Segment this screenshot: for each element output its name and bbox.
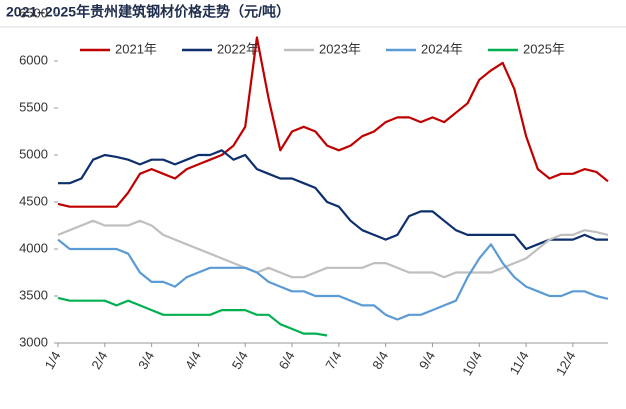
legend-label: 2022年 <box>217 41 259 56</box>
series-line <box>57 219 609 279</box>
y-tick-label: 6000 <box>19 52 48 67</box>
y-tick-label: 5500 <box>19 99 48 114</box>
y-tick-label: 3000 <box>19 334 48 349</box>
legend-label: 2023年 <box>319 41 361 56</box>
x-tick-label: 5/4 <box>229 349 251 372</box>
y-tick-label: 4500 <box>19 193 48 208</box>
x-tick-label: 4/4 <box>182 349 204 372</box>
x-tick-label: 11/4 <box>506 349 531 378</box>
series-line <box>57 296 328 337</box>
x-tick-label: 6/4 <box>276 349 298 372</box>
chart-title: 2021–2025年贵州建筑钢材价格走势（元/吨） <box>6 4 290 20</box>
x-tick-label: 1/4 <box>42 349 64 372</box>
legend-label: 2021年 <box>115 41 157 56</box>
x-tick-label: 2/4 <box>88 349 110 372</box>
x-tick-label: 10/4 <box>459 349 485 378</box>
x-tick-label: 3/4 <box>135 349 157 372</box>
x-tick-label: 12/4 <box>553 349 579 378</box>
series-line <box>57 36 609 208</box>
x-tick-label: 9/4 <box>416 349 438 372</box>
y-tick-label: 4000 <box>19 240 48 255</box>
y-tick-label: 6500 <box>19 5 48 20</box>
x-tick-label: 8/4 <box>369 349 391 372</box>
y-tick-label: 5000 <box>19 146 48 161</box>
x-tick-label: 7/4 <box>322 349 344 372</box>
series-line <box>57 238 609 321</box>
y-tick-label: 3500 <box>19 287 48 302</box>
series-line <box>58 149 608 251</box>
legend-label: 2025年 <box>523 41 565 56</box>
legend-label: 2024年 <box>421 41 463 56</box>
